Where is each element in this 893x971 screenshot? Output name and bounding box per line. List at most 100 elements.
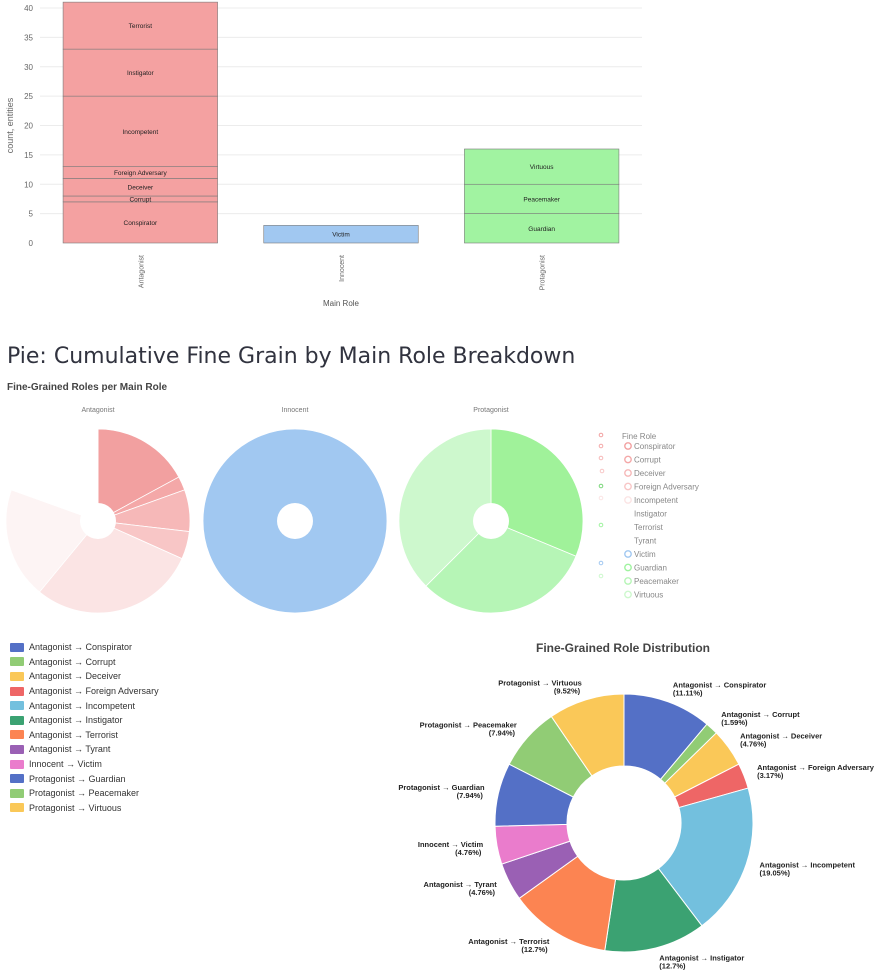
legend-swatch (10, 744, 24, 754)
pies-legend-title: Fine Role (622, 432, 657, 441)
page-title: Pie: Cumulative Fine Grain by Main Role … (7, 344, 576, 369)
pie-slice-protagonist-guardian (490, 428, 584, 557)
bar-segment-peacemaker (464, 183, 620, 214)
y-tick-label: 40 (24, 4, 33, 13)
legend-swatch (10, 642, 24, 652)
legend-label: Innocent → Victim (29, 759, 102, 770)
bar-segment-victim (263, 225, 419, 244)
donut-chart-title: Fine-Grained Role Distribution (535, 641, 710, 655)
legend-label: Protagonist → Peacemaker (29, 788, 140, 799)
donut-legend-item: Antagonist → Conspirator (10, 640, 159, 655)
donut-legend-item: Innocent → Victim (10, 757, 159, 772)
donut-label-percent: (4.76%) (469, 888, 496, 897)
bar-segment-label: Deceiver (128, 185, 154, 192)
donut-legend-item: Antagonist → Foreign Adversary (10, 684, 159, 699)
donut-label-name: Protagonist → Peacemaker (420, 720, 517, 729)
legend-swatch (10, 730, 24, 740)
legend-mini-marker (598, 560, 604, 566)
legend-marker (625, 537, 631, 543)
pie-slice-protagonist-peacemaker (425, 520, 577, 614)
pie-slice-antagonist-instigator (5, 489, 99, 593)
bar-segment-virtuous (464, 148, 620, 185)
x-axis-label: Main Role (323, 299, 360, 308)
pies-subtitle: Fine-Grained Roles per Main Role (7, 382, 168, 393)
pies-legend-item-corrupt: Corrupt (634, 456, 661, 465)
donut-label-name: Antagonist → Tyrant (424, 880, 498, 889)
legend-swatch (10, 788, 24, 798)
donut-label-name: Antagonist → Conspirator (673, 681, 766, 690)
legend-marker (624, 550, 632, 558)
donut-label-percent: (4.76%) (455, 848, 482, 857)
legend-label: Protagonist → Guardian (29, 773, 126, 784)
donut-label-percent: (19.05%) (760, 869, 791, 878)
legend-marker (625, 524, 631, 530)
legend-label: Antagonist → Instigator (29, 715, 123, 726)
pies-legend-item-deceiver: Deceiver (634, 469, 666, 478)
donut-slice-protagonist-virtuous (550, 693, 625, 777)
pie-hole (277, 503, 313, 539)
donut-legend-item: Antagonist → Tyrant (10, 742, 159, 757)
donut-label: Antagonist → Corrupt (1.59%) (721, 710, 800, 727)
x-tick-label: Protagonist (540, 255, 547, 290)
legend-marker (624, 455, 632, 464)
legend-marker (624, 469, 632, 477)
pie-slice-protagonist-virtuous (398, 428, 492, 587)
pie-hole (80, 503, 116, 539)
bar-segment-guardian (464, 213, 620, 244)
pies-legend-item-peacemaker: Peacemaker (634, 577, 679, 586)
legend-label: Antagonist → Foreign Adversary (29, 686, 159, 697)
y-tick-label: 15 (24, 151, 33, 160)
pies-legend-item-tyrant: Tyrant (634, 537, 657, 546)
y-tick-label: 20 (24, 122, 33, 131)
pies-legend-item-incompetent: Incompetent (634, 496, 679, 505)
legend-mini-marker (598, 483, 604, 489)
donut-label: Antagonist → Instigator (12.7%) (659, 954, 744, 971)
bar-segment-conspirator (62, 201, 218, 244)
pies-legend-item-conspirator: Conspirator (634, 442, 676, 451)
x-tick-label: Antagonist (138, 255, 145, 288)
legend-marker (624, 496, 632, 504)
pie-subplot-title: Innocent (282, 407, 309, 414)
legend-mini-marker (598, 455, 604, 461)
donut-label-name: Antagonist → Deceiver (740, 732, 822, 741)
legend-mini-marker (598, 432, 604, 438)
legend-label: Antagonist → Corrupt (29, 656, 116, 667)
donut-label: Antagonist → Foreign Adversary (3.17%) (757, 763, 875, 780)
donut-label-name: Antagonist → Foreign Adversary (757, 763, 875, 772)
pies-legend-item-terrorist: Terrorist (634, 523, 664, 532)
donut-label-percent: (11.11%) (673, 689, 703, 698)
pie-subplot-title: Protagonist (473, 407, 508, 414)
donut-legend-item: Antagonist → Terrorist (10, 728, 159, 743)
legend-label: Protagonist → Virtuous (29, 802, 122, 813)
donut-label-percent: (4.76%) (740, 740, 767, 749)
y-tick-label: 5 (29, 210, 34, 219)
donut-label-percent: (9.52%) (554, 686, 581, 695)
donut-label-percent: (7.94%) (457, 791, 484, 800)
pies-legend-item-instigator: Instigator (634, 510, 667, 519)
legend-swatch (10, 686, 24, 696)
donut-chart: Antagonist → Conspirator (11.11%)Antagoni… (398, 678, 875, 971)
legend-marker (625, 510, 631, 516)
donut-label: Protagonist → Guardian (7.94%) (398, 783, 485, 800)
legend-swatch (10, 759, 24, 769)
legend-mini-marker (598, 522, 604, 528)
pies-legend-item-victim: Victim (634, 550, 656, 559)
donut-legend-item: Protagonist → Virtuous (10, 801, 159, 816)
legend-label: Antagonist → Tyrant (29, 744, 111, 755)
y-tick-label: 35 (24, 33, 33, 42)
y-axis-label: count, entities (5, 97, 15, 153)
legend-label: Antagonist → Terrorist (29, 729, 118, 740)
legend-mini-marker (599, 468, 605, 474)
pie-slice-antagonist-terrorist (10, 428, 99, 522)
donut-label-percent: (3.17%) (757, 771, 784, 780)
donut-label: Antagonist → Deceiver (4.76%) (740, 732, 822, 749)
donut-label-percent: (12.7%) (659, 962, 686, 971)
legend-mini-marker (598, 443, 604, 449)
donut-label: Antagonist → Conspirator (11.11%) (673, 681, 766, 698)
pie-hole (473, 503, 509, 539)
legend-swatch (10, 657, 24, 667)
legend-swatch (10, 671, 24, 681)
donut-label-name: Antagonist → Instigator (659, 954, 744, 963)
bar-segment-incompetent (62, 95, 218, 167)
donut-legend-item: Antagonist → Incompetent (10, 698, 159, 713)
